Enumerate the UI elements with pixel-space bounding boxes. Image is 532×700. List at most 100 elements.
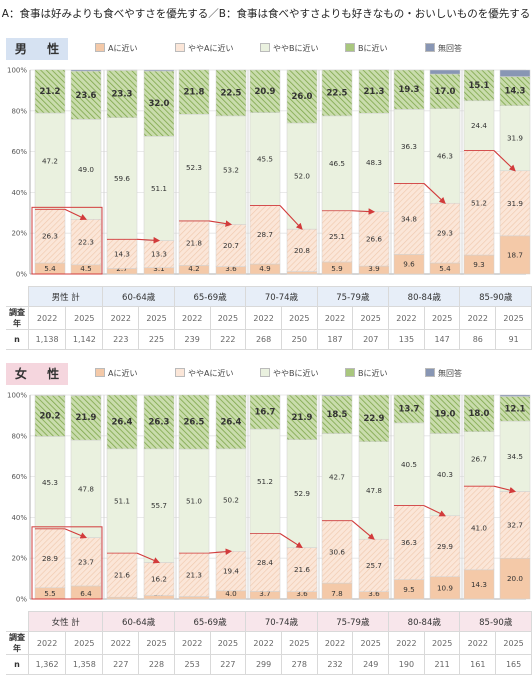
data-label: 52.3: [186, 163, 202, 172]
data-label: 6.4: [80, 589, 92, 598]
bar-segment: [499, 170, 531, 237]
data-label: 5.5: [44, 589, 55, 598]
bar-segment: [358, 538, 390, 592]
year-cell: 2025: [423, 306, 461, 330]
data-label: 4.2: [188, 264, 199, 273]
y-tick-label: 0%: [16, 271, 27, 279]
data-label: 29.9: [437, 542, 453, 551]
bar-segment: [178, 69, 210, 115]
data-label: 22.9: [364, 414, 385, 424]
group-label: 70-74歳: [245, 611, 318, 632]
bar-segment: [358, 394, 390, 442]
chart-title: A：食事は好みよりも食べやすさを優先する／B：食事は食べやすさよりも好きなもの・…: [1, 8, 531, 20]
bar-segment: [178, 394, 210, 450]
data-label: 55.7: [151, 501, 167, 510]
data-label: 41.0: [471, 524, 487, 533]
bar-segment: [178, 114, 210, 222]
bar-segment: [321, 210, 353, 263]
year-cell: 2022: [459, 631, 497, 655]
trend-arrow: [279, 533, 303, 549]
data-label: 3.6: [296, 589, 308, 598]
data-label: 3.6: [368, 589, 380, 598]
data-label: 23.7: [78, 557, 94, 566]
bar-segment: [143, 136, 175, 241]
group-label: 75-79歳: [316, 286, 390, 307]
year-cell: 2022: [388, 631, 425, 655]
group-label: 85-90歳: [459, 611, 532, 632]
legend-label: ややAに近い: [188, 44, 234, 53]
data-label: 22.5: [327, 88, 348, 98]
bar-segment: [463, 485, 495, 571]
data-label: 28.7: [257, 230, 273, 239]
legend-swatch: [260, 368, 270, 377]
year-cell: 2022: [173, 306, 211, 330]
trend-arrow: [208, 220, 233, 227]
year-cell: 2022: [316, 306, 354, 330]
data-label: 21.3: [364, 87, 385, 97]
data-label: 22.3: [78, 238, 94, 247]
bar-segment: [143, 394, 175, 450]
data-label: 29.3: [437, 229, 453, 238]
group-label: 65-69歳: [173, 286, 247, 307]
trend-arrow: [423, 183, 446, 204]
n-cell: 1,138: [27, 329, 67, 350]
bar-segment: [215, 115, 247, 225]
total-highlight-box: [31, 526, 103, 600]
table-corner: [6, 612, 29, 632]
n-cell: 249: [352, 654, 390, 675]
bar-segment: [321, 395, 353, 434]
data-label: 23.3: [112, 89, 133, 99]
bar-segment: [70, 395, 102, 441]
data-label: 21.3: [186, 570, 202, 579]
trend-arrow: [423, 505, 446, 517]
bar-segment: [429, 108, 461, 204]
n-cell: 268: [245, 329, 282, 350]
bar-segment: [143, 240, 175, 268]
data-label: 19.3: [399, 85, 420, 95]
bar-segment: [106, 394, 138, 450]
data-label: 3.7: [259, 589, 270, 598]
data-label: 26.3: [149, 418, 170, 428]
data-label: 12.1: [505, 404, 526, 414]
y-tick-label: 0%: [16, 596, 27, 604]
data-label: 21.8: [184, 88, 205, 98]
bar-segment: [321, 433, 353, 521]
bar-segment: [499, 420, 531, 492]
bar-segment: [393, 505, 425, 580]
trend-arrow: [493, 485, 517, 494]
legend-male: Aに近い ややAに近い ややBに近い Bに近い 無回答: [95, 40, 525, 58]
n-cell: 135: [388, 329, 425, 350]
bar-segment: [70, 119, 102, 220]
n-cell: 239: [173, 329, 211, 350]
year-cell: 2025: [495, 631, 532, 655]
legend-label: Aに近い: [108, 44, 138, 53]
bar-segment: [463, 431, 495, 487]
year-cell: 2025: [138, 306, 175, 330]
data-label: 59.6: [114, 174, 130, 183]
data-label: 32.0: [149, 99, 170, 109]
trend-arrow: [493, 150, 516, 172]
n-cell: 187: [316, 329, 354, 350]
n-cell: 1,358: [65, 654, 104, 675]
n-cell: 211: [423, 654, 461, 675]
row-header-year: 調査年: [6, 306, 29, 330]
year-cell: 2022: [173, 631, 211, 655]
legend-label: ややBに近い: [273, 369, 319, 378]
year-cell: 2025: [280, 306, 318, 330]
group-label: 80-84歳: [388, 286, 461, 307]
n-cell: 299: [245, 654, 282, 675]
data-label: 26.5: [184, 418, 205, 428]
data-label: 24.4: [471, 121, 487, 130]
bar-segment: [499, 396, 531, 422]
y-tick-label: 40%: [11, 189, 27, 197]
data-label: 10.9: [437, 583, 453, 592]
bar-segment: [34, 209, 66, 264]
bar-segment: [34, 528, 66, 589]
year-cell: 2025: [352, 631, 390, 655]
bar-segment: [499, 235, 531, 275]
n-cell: 1,142: [65, 329, 104, 350]
stacked-bar-chart-female: 0% 20% 40% 60% 80% 100% 5.5 28.9 45.3 20.2 6.4 23.7…: [7, 392, 531, 604]
male-panel: 男 性 Aに近い ややAに近い ややBに近い Bに近い 無回答 0% 20% 40% 60% 8…: [0, 30, 532, 375]
n-cell: 190: [388, 654, 425, 675]
n-cell: 278: [280, 654, 318, 675]
